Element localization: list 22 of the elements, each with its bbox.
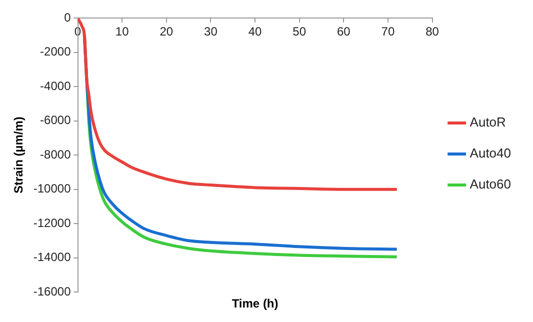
y-tick-label: -12000 [33, 216, 72, 230]
y-tick-label: -2000 [40, 44, 72, 59]
y-tick-label: -8000 [40, 147, 72, 162]
y-tick-label: -16000 [33, 284, 72, 298]
x-tick-label: 50 [292, 24, 306, 39]
x-tick-label: 60 [336, 24, 351, 39]
legend-label: Auto40 [470, 146, 511, 161]
y-tick-label: 0 [64, 10, 72, 25]
x-axis-title: Time (h) [232, 296, 278, 310]
y-tick-label: -4000 [40, 78, 72, 93]
y-tick-label: -10000 [33, 182, 72, 196]
x-tick-label: 30 [204, 24, 218, 39]
x-tick-label: 10 [115, 24, 130, 39]
legend-label: AutoR [470, 114, 506, 130]
x-tick-label: 70 [381, 24, 395, 39]
x-tick-label: 20 [160, 24, 174, 39]
y-tick-label: -6000 [40, 113, 72, 128]
legend-label: Auto60 [470, 176, 511, 192]
y-axis-title: Strain (µm/m) [12, 116, 26, 194]
x-tick-label: 80 [426, 24, 440, 39]
x-tick-label: 40 [248, 24, 262, 39]
y-tick-label: -14000 [33, 250, 72, 264]
